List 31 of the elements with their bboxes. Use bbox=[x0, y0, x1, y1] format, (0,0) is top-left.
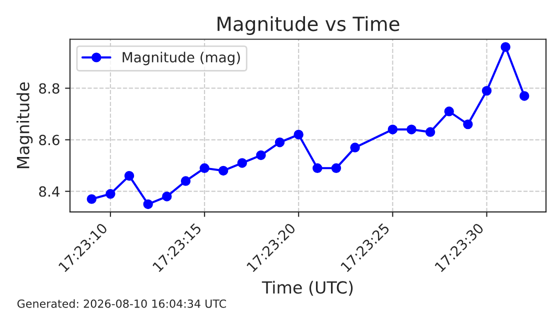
legend-label: Magnitude (mag) bbox=[122, 52, 240, 66]
y-tick-label: 8.4 bbox=[39, 186, 60, 197]
point bbox=[350, 142, 360, 152]
point bbox=[482, 86, 492, 96]
point bbox=[143, 199, 153, 210]
point bbox=[162, 192, 172, 202]
point bbox=[237, 158, 248, 168]
point bbox=[463, 119, 473, 130]
point bbox=[200, 163, 210, 173]
point bbox=[256, 150, 266, 160]
point bbox=[406, 124, 416, 134]
point bbox=[86, 194, 96, 204]
point bbox=[124, 171, 134, 181]
point bbox=[218, 166, 228, 176]
y-axis-title: Magnitude bbox=[16, 82, 33, 168]
point bbox=[388, 124, 398, 134]
point bbox=[180, 176, 191, 186]
y-tick-label: 8.6 bbox=[39, 134, 60, 146]
point bbox=[312, 163, 322, 173]
point bbox=[444, 106, 454, 116]
text: Generated: 2026-08-10 16:04:34 UTC bbox=[17, 299, 226, 308]
point bbox=[520, 91, 530, 101]
chart-title: Magnitude vs Time bbox=[218, 16, 400, 35]
x-axis-title: Time (UTC) bbox=[262, 280, 353, 296]
point bbox=[331, 163, 342, 173]
point bbox=[274, 137, 285, 148]
point bbox=[500, 42, 510, 52]
point bbox=[425, 127, 436, 137]
point bbox=[106, 189, 116, 199]
y-tick-label: 8.8 bbox=[39, 83, 60, 94]
point bbox=[294, 130, 304, 140]
